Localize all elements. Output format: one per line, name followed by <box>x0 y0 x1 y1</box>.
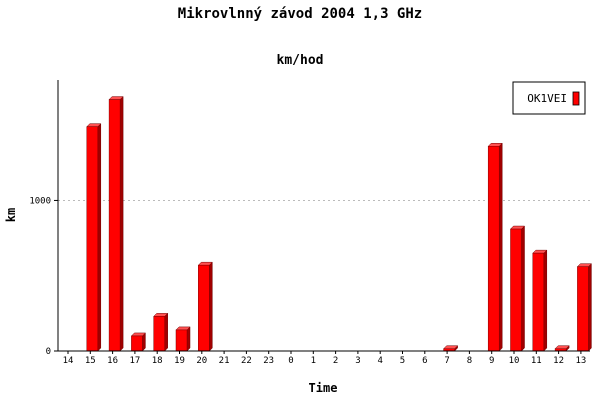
x-tick-label: 3 <box>355 356 360 366</box>
bar-front <box>175 329 188 352</box>
x-axis-label: Time <box>309 381 338 395</box>
bar-front <box>86 126 99 352</box>
y-axis-label: km <box>4 208 18 222</box>
x-tick-label: 13 <box>575 356 586 366</box>
bar-side <box>209 261 213 352</box>
bar-front <box>510 228 522 352</box>
x-tick-label: 11 <box>531 356 542 366</box>
legend: OK1VEI <box>512 81 586 115</box>
legend-label: OK1VEI <box>527 92 567 105</box>
chart-subtitle: km/hod <box>277 53 324 68</box>
legend-swatch <box>572 91 580 106</box>
bar-16 <box>108 95 124 352</box>
x-tick-label: 18 <box>152 356 163 366</box>
chart-title: Mikrovlnný závod 2004 1,3 GHz <box>178 6 422 22</box>
bar-side <box>164 312 168 352</box>
bar-side <box>97 123 102 352</box>
x-tick-label: 9 <box>489 356 494 366</box>
x-tick-label: 21 <box>219 356 230 366</box>
x-tick-label: 14 <box>63 356 74 366</box>
x-tick-label: 7 <box>444 356 449 366</box>
bar-15 <box>86 123 102 352</box>
bar-side <box>119 95 124 352</box>
x-tick-label: 23 <box>263 356 274 366</box>
y-tick-label: 1000 <box>29 196 51 206</box>
x-tick-label: 15 <box>85 356 96 366</box>
bar-13 <box>576 263 593 352</box>
x-tick-label: 6 <box>422 356 427 366</box>
bar-side <box>588 263 592 352</box>
bar-front <box>108 99 121 352</box>
bar-20 <box>197 261 213 352</box>
x-tick-label: 16 <box>107 356 118 366</box>
bar-12 <box>554 345 570 352</box>
bar-front <box>532 252 545 352</box>
x-tick-label: 5 <box>400 356 405 366</box>
bar-17 <box>130 332 147 352</box>
bar-side <box>498 142 503 352</box>
bar-side <box>543 249 548 352</box>
bar-11 <box>532 249 548 352</box>
bar-front <box>153 316 165 352</box>
bar-front <box>131 335 143 352</box>
bar-side <box>521 225 525 352</box>
x-tick-label: 22 <box>241 356 252 366</box>
bar-10 <box>509 225 526 352</box>
x-tick-label: 0 <box>288 356 293 366</box>
x-tick-label: 8 <box>467 356 472 366</box>
x-ticks: 14 15 16 17 18 19 20 21 22 23 0 1 2 3 4 5 6 7 8 9 10 11 12 13 <box>63 351 586 366</box>
x-tick-label: 19 <box>174 356 185 366</box>
bar-7 <box>442 345 459 352</box>
x-tick-label: 1 <box>311 356 316 366</box>
bar-9 <box>487 142 503 352</box>
x-tick-label: 2 <box>333 356 338 366</box>
y-tick-label: 0 <box>46 347 51 357</box>
x-tick-label: 17 <box>129 356 140 366</box>
bar-19 <box>175 326 191 352</box>
bars-layer <box>86 95 593 352</box>
bar-front <box>487 145 500 352</box>
x-tick-label: 12 <box>553 356 564 366</box>
bar-front <box>198 264 210 352</box>
x-tick-label: 10 <box>509 356 520 366</box>
x-tick-label: 4 <box>377 356 382 366</box>
bar-18 <box>153 312 169 352</box>
bar-side <box>186 326 191 352</box>
x-tick-label: 20 <box>196 356 207 366</box>
y-ticks: 0 1000 <box>29 196 58 357</box>
bar-front <box>577 266 589 352</box>
